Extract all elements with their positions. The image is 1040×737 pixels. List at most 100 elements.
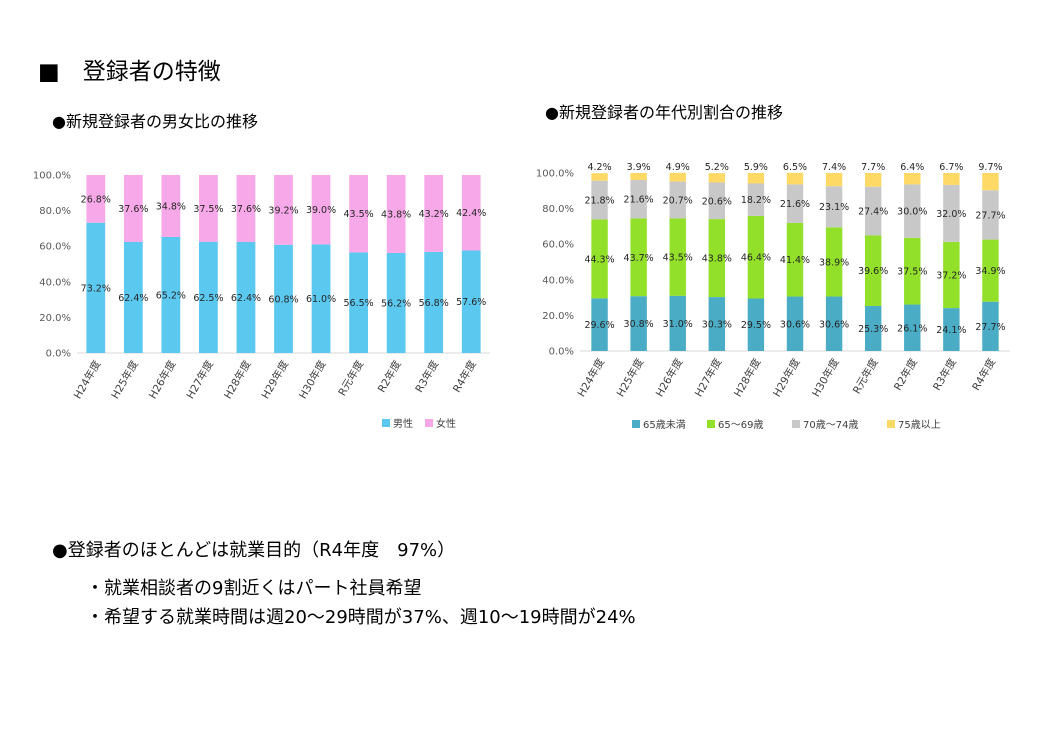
bar-series-3 bbox=[825, 173, 843, 187]
legend-swatch bbox=[425, 419, 433, 427]
category-label: H25年度 bbox=[614, 356, 647, 400]
legend-label: 70歳～74歳 bbox=[803, 419, 858, 431]
y-tick-label: 100.0% bbox=[33, 171, 71, 182]
bar-series-0 bbox=[236, 241, 256, 353]
bar-series-0 bbox=[311, 244, 331, 353]
legend-label: 65歳未満 bbox=[643, 419, 686, 431]
y-tick-label: 20.0% bbox=[39, 313, 71, 324]
bar-series-2 bbox=[943, 184, 960, 242]
category-label: R元年度 bbox=[336, 358, 367, 399]
data-label: 34.8% bbox=[156, 201, 186, 212]
bar-series-2 bbox=[669, 181, 686, 219]
data-label: 37.2% bbox=[936, 270, 966, 281]
y-tick-label: 80.0% bbox=[39, 206, 71, 217]
bar-series-2 bbox=[825, 186, 843, 228]
bar-series-1 bbox=[311, 175, 331, 245]
point-working-hours: ・希望する就業時間は週20～29時間が37%、週10～19時間が24% bbox=[86, 607, 636, 628]
data-label: 29.5% bbox=[741, 320, 771, 331]
bar-series-1 bbox=[669, 218, 686, 296]
bar-series-3 bbox=[904, 173, 921, 185]
data-label: 39.0% bbox=[306, 205, 336, 216]
data-label: 56.2% bbox=[381, 298, 411, 309]
data-label: 5.2% bbox=[705, 162, 729, 173]
bar-series-1 bbox=[349, 175, 368, 253]
data-label: 6.5% bbox=[783, 162, 807, 173]
bar-series-0 bbox=[199, 241, 218, 353]
bar-series-3 bbox=[669, 172, 686, 182]
data-label: 56.5% bbox=[343, 298, 373, 309]
data-label: 57.6% bbox=[456, 297, 486, 308]
bar-series-1 bbox=[199, 175, 218, 242]
data-label: 29.6% bbox=[584, 320, 614, 331]
bar-series-2 bbox=[864, 186, 882, 236]
bar-series-0 bbox=[786, 296, 804, 351]
data-label: 26.8% bbox=[81, 194, 111, 205]
data-label: 34.9% bbox=[975, 266, 1005, 277]
bar-series-0 bbox=[86, 222, 106, 353]
data-label: 4.2% bbox=[587, 162, 611, 173]
category-label: H27年度 bbox=[184, 358, 217, 402]
bar-series-0 bbox=[386, 252, 406, 353]
bar-series-1 bbox=[825, 227, 843, 297]
category-label: H28年度 bbox=[731, 356, 764, 400]
gender-chart-title: ●新規登録者の男女比の推移 bbox=[52, 112, 258, 131]
category-label: H28年度 bbox=[221, 358, 254, 402]
data-label: 4.9% bbox=[666, 162, 690, 173]
data-label: 61.0% bbox=[306, 294, 336, 305]
data-label: 21.6% bbox=[780, 199, 810, 210]
bar-series-3 bbox=[591, 173, 608, 181]
bar-series-0 bbox=[982, 301, 999, 351]
bar-series-0 bbox=[591, 298, 608, 351]
y-tick-label: 60.0% bbox=[542, 240, 574, 251]
bar-series-1 bbox=[630, 218, 647, 297]
y-tick-label: 40.0% bbox=[542, 275, 574, 286]
data-label: 43.5% bbox=[663, 253, 693, 264]
data-label: 32.0% bbox=[936, 209, 966, 220]
bar-series-1 bbox=[424, 175, 444, 252]
bar-series-0 bbox=[747, 298, 765, 351]
data-label: 43.8% bbox=[702, 254, 732, 265]
category-label: R3年度 bbox=[413, 358, 442, 395]
data-label: 62.4% bbox=[118, 293, 148, 304]
data-label: 7.7% bbox=[861, 162, 885, 173]
bar-series-2 bbox=[982, 190, 999, 240]
data-label: 56.8% bbox=[419, 298, 449, 309]
data-label: 30.3% bbox=[702, 320, 732, 331]
bar-series-0 bbox=[630, 296, 647, 351]
summary-text: ●登録者のほとんどは就業目的（R4年度 97%） bbox=[52, 540, 456, 561]
data-label: 23.1% bbox=[819, 202, 849, 213]
data-label: 30.6% bbox=[780, 319, 810, 330]
bar-series-1 bbox=[943, 241, 960, 309]
data-label: 5.9% bbox=[744, 162, 768, 173]
bar-series-0 bbox=[424, 251, 444, 353]
data-label: 41.4% bbox=[780, 255, 810, 266]
data-label: 62.4% bbox=[231, 293, 261, 304]
category-label: R2年度 bbox=[891, 356, 920, 393]
data-label: 37.6% bbox=[231, 204, 261, 215]
bar-series-1 bbox=[864, 235, 882, 306]
bar-series-3 bbox=[943, 173, 960, 185]
data-label: 43.7% bbox=[624, 253, 654, 264]
category-label: R元年度 bbox=[850, 356, 881, 397]
legend-label: 男性 bbox=[393, 417, 413, 430]
legend-swatch bbox=[707, 420, 715, 428]
bar-series-3 bbox=[864, 173, 882, 187]
bar-series-2 bbox=[786, 184, 804, 223]
data-label: 6.7% bbox=[939, 162, 963, 173]
data-label: 27.7% bbox=[975, 210, 1005, 221]
legend-swatch bbox=[887, 420, 895, 428]
age-chart-title: ●新規登録者の年代別割合の推移 bbox=[545, 103, 783, 122]
data-label: 9.7% bbox=[978, 162, 1002, 173]
category-label: H30年度 bbox=[296, 358, 329, 402]
bar-series-0 bbox=[461, 250, 481, 353]
data-label: 27.7% bbox=[975, 322, 1005, 333]
data-label: 6.4% bbox=[900, 162, 924, 173]
y-tick-label: 60.0% bbox=[39, 242, 71, 253]
y-tick-label: 0.0% bbox=[549, 347, 574, 358]
category-label: H29年度 bbox=[259, 358, 292, 402]
data-label: 60.8% bbox=[268, 294, 298, 305]
data-label: 65.2% bbox=[156, 290, 186, 301]
category-label: R4年度 bbox=[450, 358, 479, 395]
bar-series-1 bbox=[161, 175, 181, 237]
bar-series-1 bbox=[123, 175, 143, 242]
